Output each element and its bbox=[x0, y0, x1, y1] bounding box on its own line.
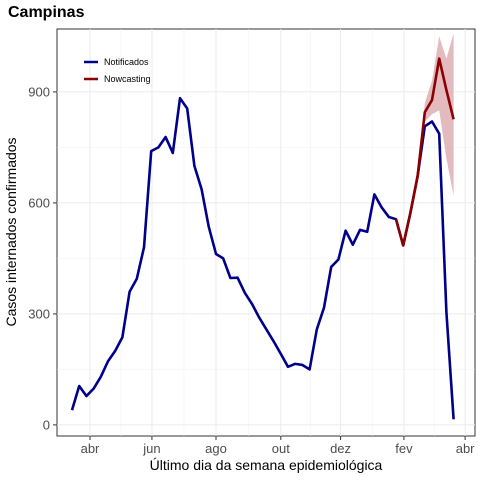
y-tick-label: 0 bbox=[43, 417, 50, 432]
series-line-nowcasting bbox=[394, 57, 455, 247]
chart-title: Campinas bbox=[8, 4, 85, 21]
x-axis-label: Último dia da semana epidemiológica bbox=[150, 457, 383, 473]
plot-panel bbox=[56, 28, 476, 437]
x-tick-label: ago bbox=[205, 441, 227, 456]
x-tick-label: jun bbox=[142, 441, 160, 456]
x-tick-label: abr bbox=[81, 441, 100, 456]
series-line-notificados bbox=[70, 96, 455, 420]
x-tick-label: fev bbox=[395, 441, 413, 456]
y-tick-label: 600 bbox=[28, 195, 50, 210]
y-axis-label: Casos internados confirmados bbox=[3, 137, 19, 326]
data-marks bbox=[70, 33, 455, 420]
axis-ticks: 0 300 600 900 abr jun ago out dez fev abr bbox=[28, 84, 475, 456]
x-tick-label: abr bbox=[456, 441, 475, 456]
legend: Notificados Nowcasting bbox=[84, 57, 151, 84]
legend-label-notificados: Notificados bbox=[104, 57, 149, 67]
y-tick-label: 300 bbox=[28, 306, 50, 321]
nowcasting-band bbox=[396, 33, 454, 246]
x-tick-label: dez bbox=[330, 441, 351, 456]
legend-label-nowcasting: Nowcasting bbox=[104, 74, 151, 84]
y-tick-label: 900 bbox=[28, 84, 50, 99]
x-tick-label: out bbox=[272, 441, 290, 456]
